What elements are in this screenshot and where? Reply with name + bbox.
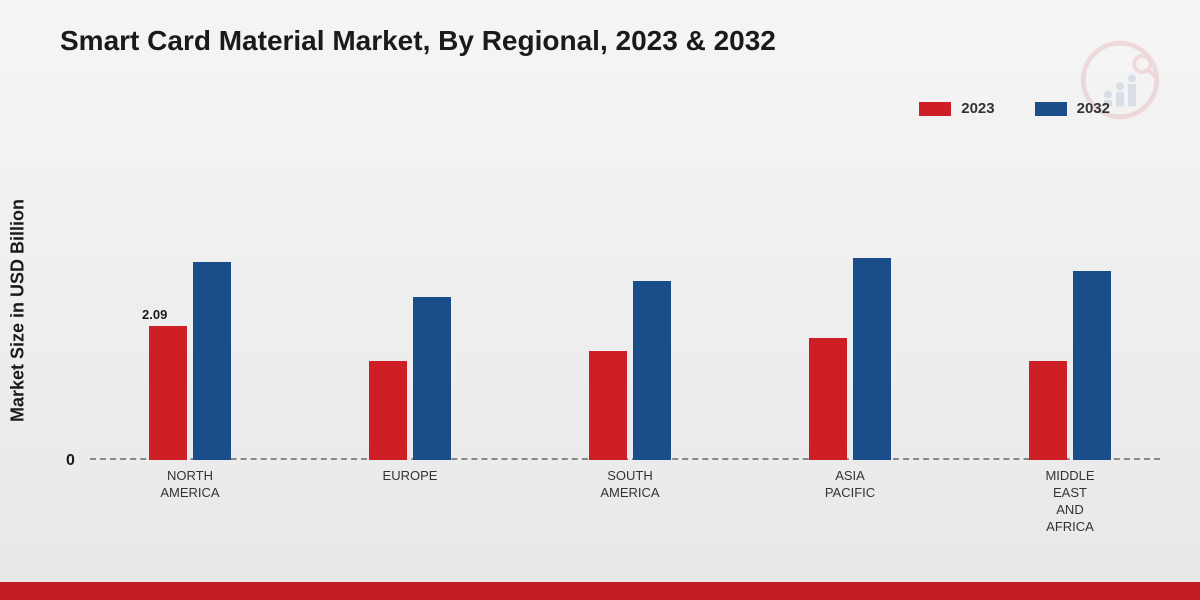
bar-2032 bbox=[853, 258, 891, 460]
bar-group: 2.09 bbox=[130, 262, 250, 460]
bar-group bbox=[1010, 271, 1130, 460]
y-axis-label: Market Size in USD Billion bbox=[8, 199, 29, 422]
bar-2032 bbox=[413, 297, 451, 460]
category-label: SOUTH AMERICA bbox=[570, 468, 690, 502]
footer-bar bbox=[0, 582, 1200, 600]
bar-2023 bbox=[149, 326, 187, 460]
bar-2023 bbox=[369, 361, 407, 460]
bar-2032 bbox=[1073, 271, 1111, 460]
legend-label-2023: 2023 bbox=[961, 100, 994, 117]
chart-title: Smart Card Material Market, By Regional,… bbox=[60, 25, 776, 57]
plot-area: 2.09 bbox=[90, 140, 1160, 460]
legend: 2023 2032 bbox=[919, 100, 1110, 117]
bar-group bbox=[570, 281, 690, 460]
legend-item-2032: 2032 bbox=[1035, 100, 1110, 117]
y-tick-zero: 0 bbox=[66, 452, 75, 470]
bar-value-label: 2.09 bbox=[142, 307, 167, 322]
bar-2032 bbox=[633, 281, 671, 460]
category-label: EUROPE bbox=[350, 468, 470, 485]
bar-2032 bbox=[193, 262, 231, 460]
legend-swatch-2023 bbox=[919, 102, 951, 116]
bar-2023 bbox=[1029, 361, 1067, 460]
legend-swatch-2032 bbox=[1035, 102, 1067, 116]
bar-2023 bbox=[589, 351, 627, 460]
category-label: MIDDLE EAST AND AFRICA bbox=[1010, 468, 1130, 536]
bar-group bbox=[790, 258, 910, 460]
category-label: ASIA PACIFIC bbox=[790, 468, 910, 502]
legend-label-2032: 2032 bbox=[1077, 100, 1110, 117]
bar-2023 bbox=[809, 338, 847, 460]
legend-item-2023: 2023 bbox=[919, 100, 994, 117]
bar-group bbox=[350, 297, 470, 460]
category-label: NORTH AMERICA bbox=[130, 468, 250, 502]
